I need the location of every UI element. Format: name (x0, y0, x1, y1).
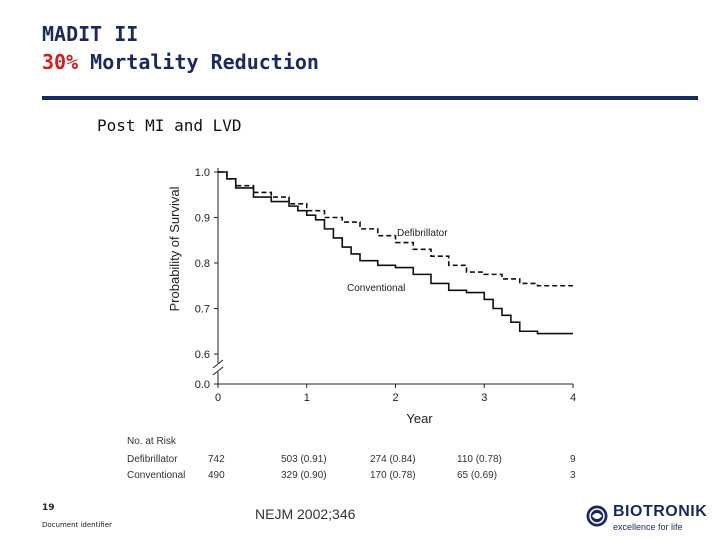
risk-row-label: Defibrillator (127, 454, 178, 465)
y-tick-label: 0.9 (195, 213, 210, 225)
risk-cell: 170 (0.78) (370, 470, 416, 481)
risk-table-header: No. at Risk (127, 436, 176, 447)
y-tick-label: 1.0 (195, 167, 210, 179)
series-line-defibrillator (218, 171, 573, 287)
y-tick-label: 0.8 (195, 258, 210, 270)
x-axis-label: Year (406, 411, 433, 426)
slide-subtitle: Post MI and LVD (97, 116, 242, 135)
risk-cell: 65 (0.69) (457, 470, 498, 481)
y-axis-label: Probability of Survival (167, 186, 182, 311)
annotation-conventional: Conventional (347, 283, 405, 294)
citation: NEJM 2002;346 (255, 506, 356, 522)
y-tick-label: 0.7 (195, 304, 210, 316)
biotronik-logo: BIOTRONIK excellence for life (585, 503, 708, 537)
logo-tagline: excellence for life (613, 522, 683, 532)
axis-break-mark (212, 359, 224, 369)
title-percent: 30% (42, 50, 79, 74)
risk-cell: 503 (0.91) (281, 454, 327, 465)
x-tick-label: 4 (570, 392, 576, 404)
y-tick-label: 0.0 (195, 379, 210, 391)
y-tick-label: 0.6 (195, 349, 210, 361)
axis-break-mark (212, 366, 224, 376)
biotronik-logo-icon (586, 505, 608, 527)
slide-title-line1: MADIT II (42, 22, 139, 46)
annotation-defibrillator: Defibrillator (397, 228, 448, 239)
title-rule (42, 96, 698, 100)
risk-row-label: Conventional (127, 470, 186, 481)
document-identifier: Document identifier (42, 521, 112, 529)
x-tick-label: 0 (215, 392, 221, 404)
risk-cell: 490 (208, 470, 225, 481)
risk-cell: 110 (0.78) (457, 454, 502, 465)
risk-cell: 9 (570, 454, 576, 465)
x-tick-label: 1 (304, 392, 310, 404)
series-line-conventional (218, 171, 573, 335)
logo-name: BIOTRONIK (613, 503, 708, 520)
survival-chart: 0.0 0.6 0.7 0.8 0.9 1.0 0 1 2 3 4 Year Probability o… (167, 167, 576, 426)
x-tick-label: 3 (481, 392, 487, 404)
slide-title-line2: 30% Mortality Reduction (42, 50, 319, 74)
risk-cell: 329 (0.90) (281, 470, 327, 481)
risk-cell: 274 (0.84) (370, 454, 416, 465)
page-number: 19 (42, 503, 55, 513)
x-tick-label: 2 (392, 392, 398, 404)
title-rest: Mortality Reduction (78, 50, 319, 74)
risk-cell: 3 (570, 470, 576, 481)
risk-cell: 742 (208, 454, 225, 465)
